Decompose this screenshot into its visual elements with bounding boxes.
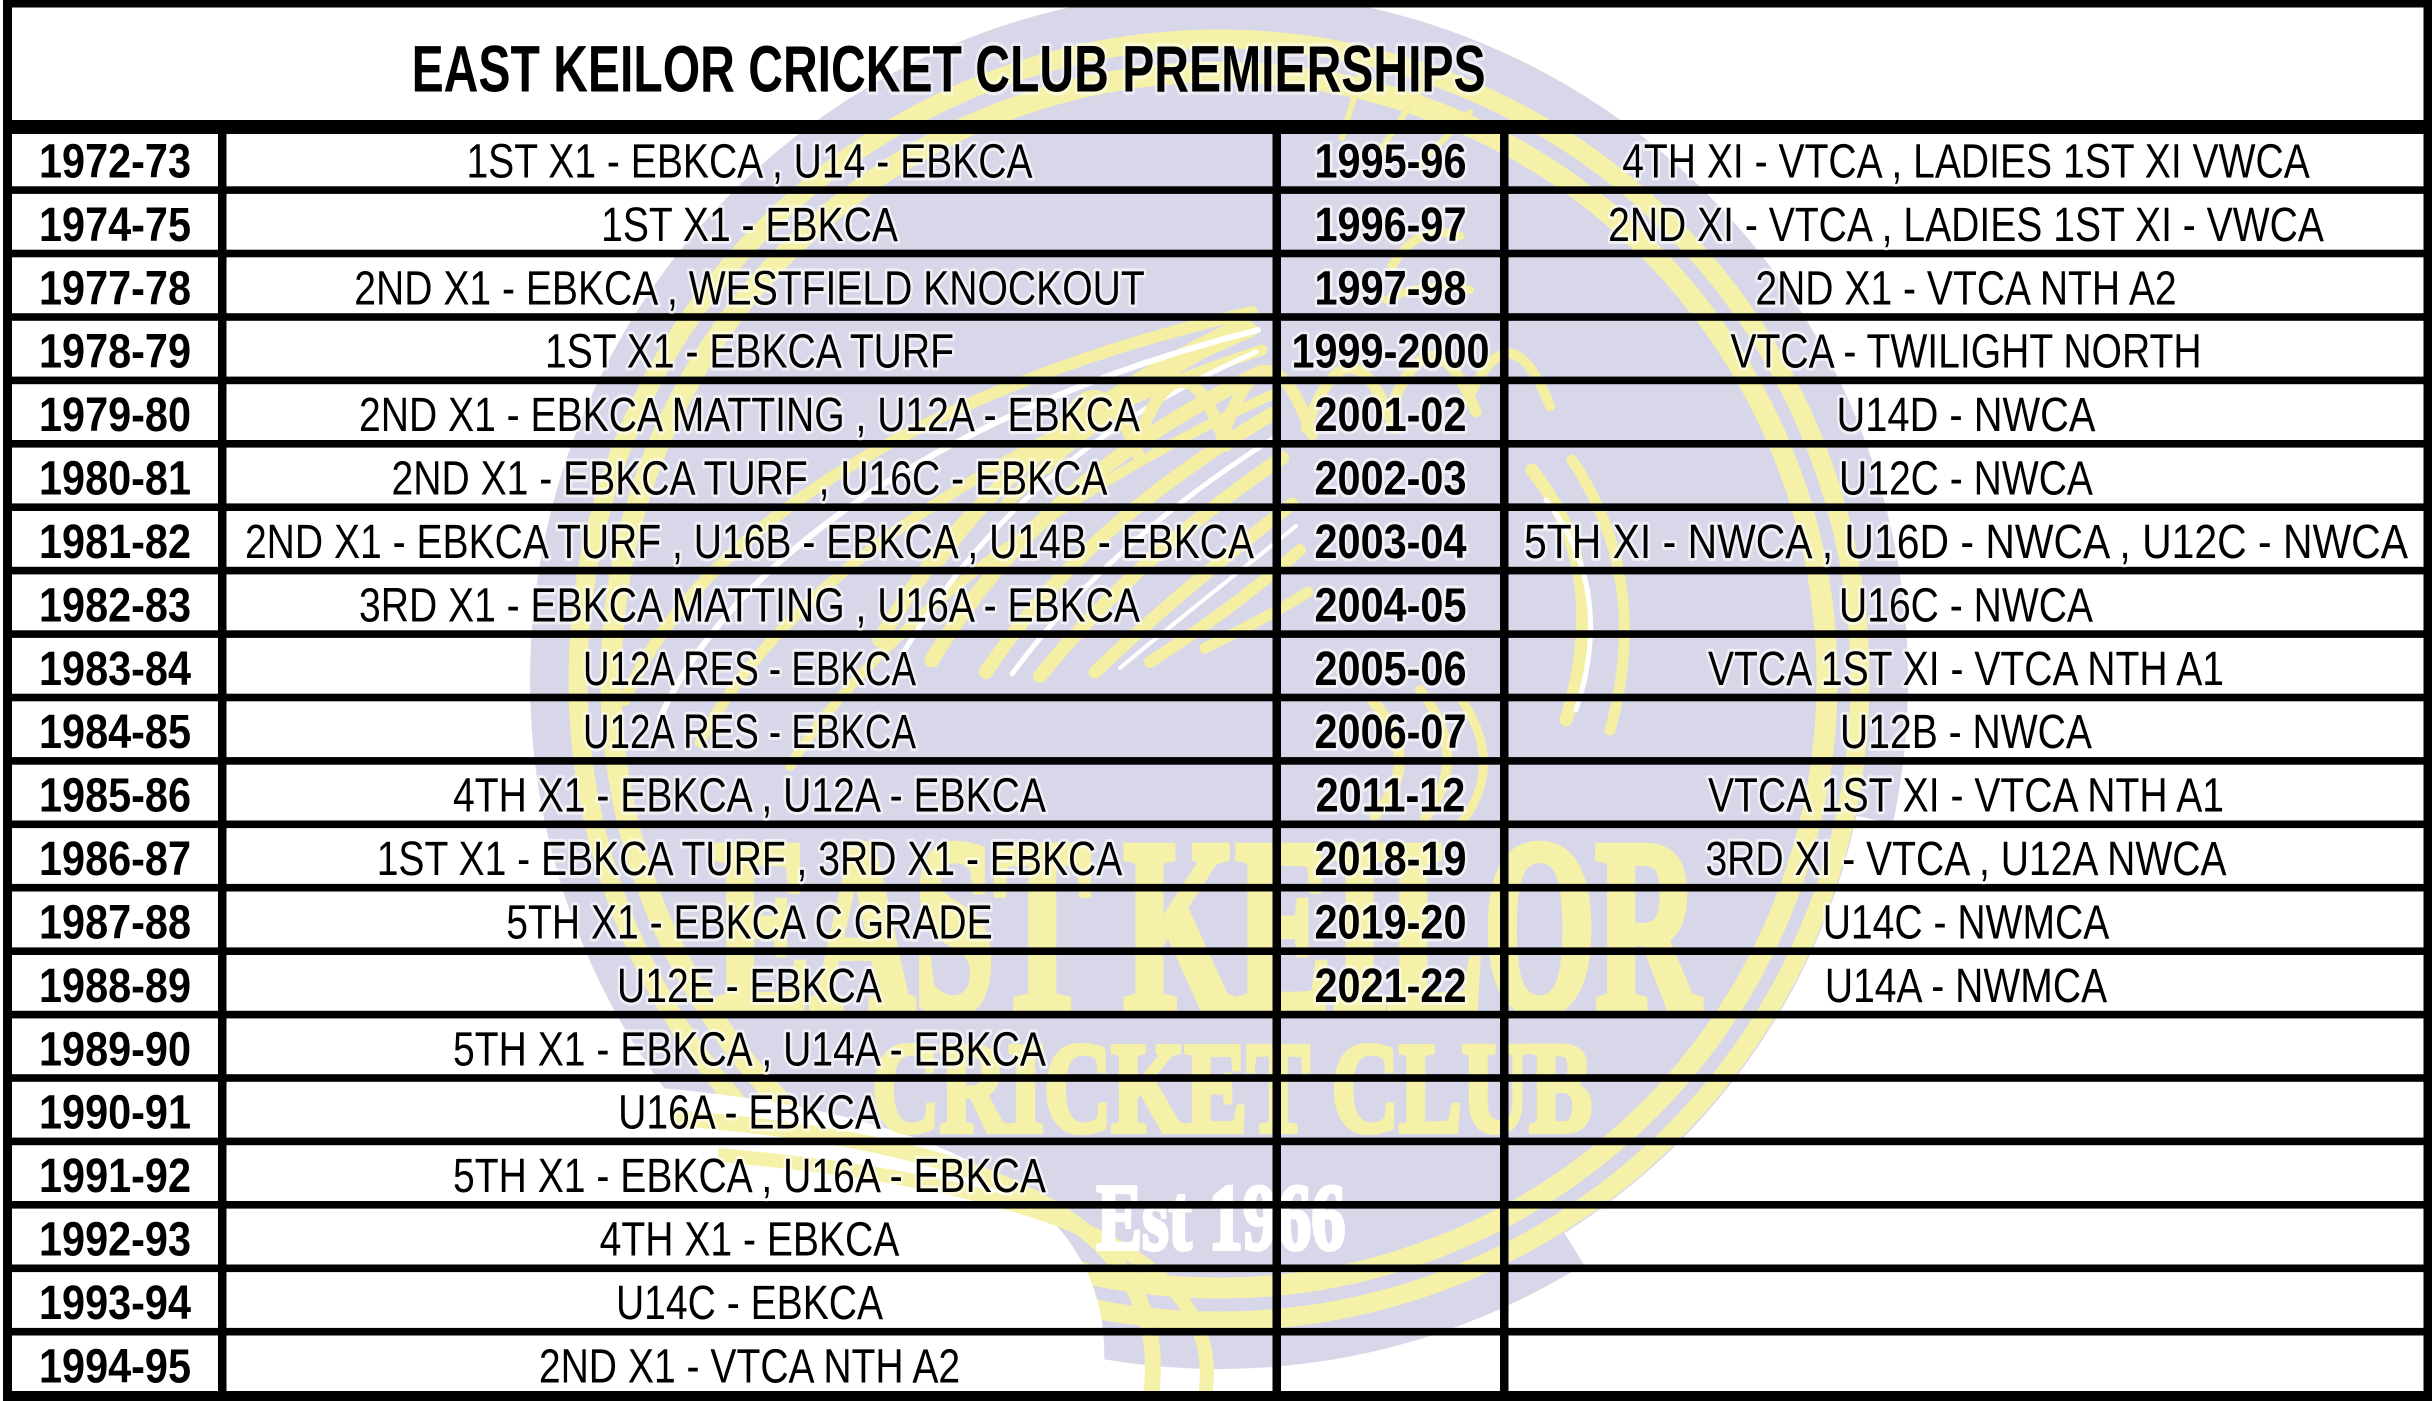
svg-text:1ST X1 - EBKCA TURF , 3RD X1 -: 1ST X1 - EBKCA TURF , 3RD X1 - EBKCA <box>377 833 1123 886</box>
svg-text:1995-96: 1995-96 <box>1315 135 1467 188</box>
svg-text:U12B - NWCA: U12B - NWCA <box>1840 706 2092 759</box>
svg-text:1997-98: 1997-98 <box>1315 262 1467 315</box>
svg-text:U16A - EBKCA: U16A - EBKCA <box>618 1087 881 1140</box>
svg-text:1990-91: 1990-91 <box>39 1087 191 1140</box>
svg-text:5TH X1 - EBKCA C GRADE: 5TH X1 - EBKCA C GRADE <box>506 896 992 949</box>
svg-text:2ND X1 - VTCA NTH A2: 2ND X1 - VTCA NTH A2 <box>1755 262 2176 315</box>
svg-text:2ND XI - VTCA , LADIES 1ST XI: 2ND XI - VTCA , LADIES 1ST XI - VWCA <box>1608 199 2324 252</box>
svg-text:2ND X1 - EBKCA MATTING , U12A: 2ND X1 - EBKCA MATTING , U12A - EBKCA <box>359 389 1140 442</box>
svg-text:2ND X1 - VTCA NTH A2: 2ND X1 - VTCA NTH A2 <box>539 1340 960 1393</box>
svg-text:Est 1966: Est 1966 <box>1097 1166 1346 1270</box>
svg-text:1981-82: 1981-82 <box>39 516 191 569</box>
svg-text:1972-73: 1972-73 <box>39 135 191 188</box>
svg-text:2ND X1 - EBKCA TURF , U16C - E: 2ND X1 - EBKCA TURF , U16C - EBKCA <box>392 453 1108 506</box>
svg-text:4TH XI - VTCA , LADIES 1ST XI: 4TH XI - VTCA , LADIES 1ST XI VWCA <box>1622 135 2310 188</box>
svg-text:3RD XI - VTCA , U12A NWCA: 3RD XI - VTCA , U12A NWCA <box>1705 833 2226 886</box>
svg-text:CRICKET CLUB: CRICKET CLUB <box>872 1017 1592 1159</box>
svg-text:5TH XI - NWCA , U16D - NWCA ,: 5TH XI - NWCA , U16D - NWCA , U12C - NWC… <box>1524 516 2408 569</box>
svg-text:1ST X1 - EBKCA: 1ST X1 - EBKCA <box>601 199 898 252</box>
svg-text:1986-87: 1986-87 <box>39 833 191 886</box>
svg-text:1982-83: 1982-83 <box>39 579 191 632</box>
svg-text:1983-84: 1983-84 <box>39 643 191 696</box>
svg-text:4TH X1 - EBKCA , U12A - EBKCA: 4TH X1 - EBKCA , U12A - EBKCA <box>453 770 1046 823</box>
svg-text:U12C - NWCA: U12C - NWCA <box>1839 453 2093 506</box>
svg-text:2004-05: 2004-05 <box>1315 579 1467 632</box>
svg-text:1978-79: 1978-79 <box>39 326 191 379</box>
svg-text:1996-97: 1996-97 <box>1315 199 1467 252</box>
svg-text:2ND X1 - EBKCA , WESTFIELD KNO: 2ND X1 - EBKCA , WESTFIELD KNOCKOUT <box>354 262 1144 315</box>
svg-text:1979-80: 1979-80 <box>39 389 191 442</box>
svg-text:U14C - EBKCA: U14C - EBKCA <box>616 1277 883 1330</box>
svg-text:1992-93: 1992-93 <box>39 1214 191 1267</box>
svg-text:VTCA 1ST XI - VTCA NTH A1: VTCA 1ST XI - VTCA NTH A1 <box>1708 770 2224 823</box>
svg-text:U12E - EBKCA: U12E - EBKCA <box>617 960 882 1013</box>
svg-text:U14C - NWMCA: U14C - NWMCA <box>1823 896 2110 949</box>
svg-text:VTCA 1ST XI - VTCA NTH A1: VTCA 1ST XI - VTCA NTH A1 <box>1708 643 2224 696</box>
svg-text:2003-04: 2003-04 <box>1315 516 1467 569</box>
svg-text:1991-92: 1991-92 <box>39 1150 191 1203</box>
svg-text:4TH X1 - EBKCA: 4TH X1 - EBKCA <box>600 1214 900 1267</box>
svg-text:U12A RES - EBKCA: U12A RES - EBKCA <box>583 643 916 696</box>
svg-text:2002-03: 2002-03 <box>1315 453 1467 506</box>
svg-text:U16C - NWCA: U16C - NWCA <box>1839 579 2093 632</box>
svg-text:2011-12: 2011-12 <box>1316 770 1466 823</box>
svg-text:U12A RES - EBKCA: U12A RES - EBKCA <box>583 706 916 759</box>
svg-text:3RD X1 - EBKCA MATTING , U16A: 3RD X1 - EBKCA MATTING , U16A - EBKCA <box>359 579 1140 632</box>
svg-text:2019-20: 2019-20 <box>1315 896 1467 949</box>
svg-text:1977-78: 1977-78 <box>39 262 191 315</box>
svg-text:2ND X1 - EBKCA TURF , U16B - E: 2ND X1 - EBKCA TURF , U16B - EBKCA , U14… <box>245 516 1254 569</box>
svg-text:U14A - NWMCA: U14A - NWMCA <box>1825 960 2107 1013</box>
svg-text:U14D - NWCA: U14D - NWCA <box>1837 389 2096 442</box>
svg-text:2005-06: 2005-06 <box>1315 643 1467 696</box>
svg-text:1989-90: 1989-90 <box>39 1023 191 1076</box>
svg-text:2001-02: 2001-02 <box>1315 389 1467 442</box>
svg-text:2018-19: 2018-19 <box>1315 833 1467 886</box>
svg-text:1994-95: 1994-95 <box>39 1340 191 1393</box>
svg-text:1993-94: 1993-94 <box>39 1277 191 1330</box>
svg-text:VTCA - TWILIGHT NORTH: VTCA - TWILIGHT NORTH <box>1730 326 2201 379</box>
svg-text:2021-22: 2021-22 <box>1315 960 1467 1013</box>
svg-text:1ST X1 - EBKCA TURF: 1ST X1 - EBKCA TURF <box>545 326 954 379</box>
svg-text:5TH X1 - EBKCA , U14A - EBKCA: 5TH X1 - EBKCA , U14A - EBKCA <box>453 1023 1046 1076</box>
svg-text:5TH X1 - EBKCA , U16A - EBKCA: 5TH X1 - EBKCA , U16A - EBKCA <box>453 1150 1046 1203</box>
svg-text:1974-75: 1974-75 <box>39 199 191 252</box>
svg-text:1985-86: 1985-86 <box>39 770 191 823</box>
svg-text:1980-81: 1980-81 <box>39 453 191 506</box>
svg-text:1999-2000: 1999-2000 <box>1291 326 1489 379</box>
svg-text:1987-88: 1987-88 <box>39 896 191 949</box>
svg-text:EAST KEILOR CRICKET CLUB PREMI: EAST KEILOR CRICKET CLUB PREMIERSHIPS <box>412 32 1486 106</box>
svg-text:1988-89: 1988-89 <box>39 960 191 1013</box>
svg-text:1984-85: 1984-85 <box>39 706 191 759</box>
svg-text:1ST X1 - EBKCA , U14 - EBKCA: 1ST X1 - EBKCA , U14 - EBKCA <box>466 135 1032 188</box>
svg-text:2006-07: 2006-07 <box>1315 706 1467 759</box>
